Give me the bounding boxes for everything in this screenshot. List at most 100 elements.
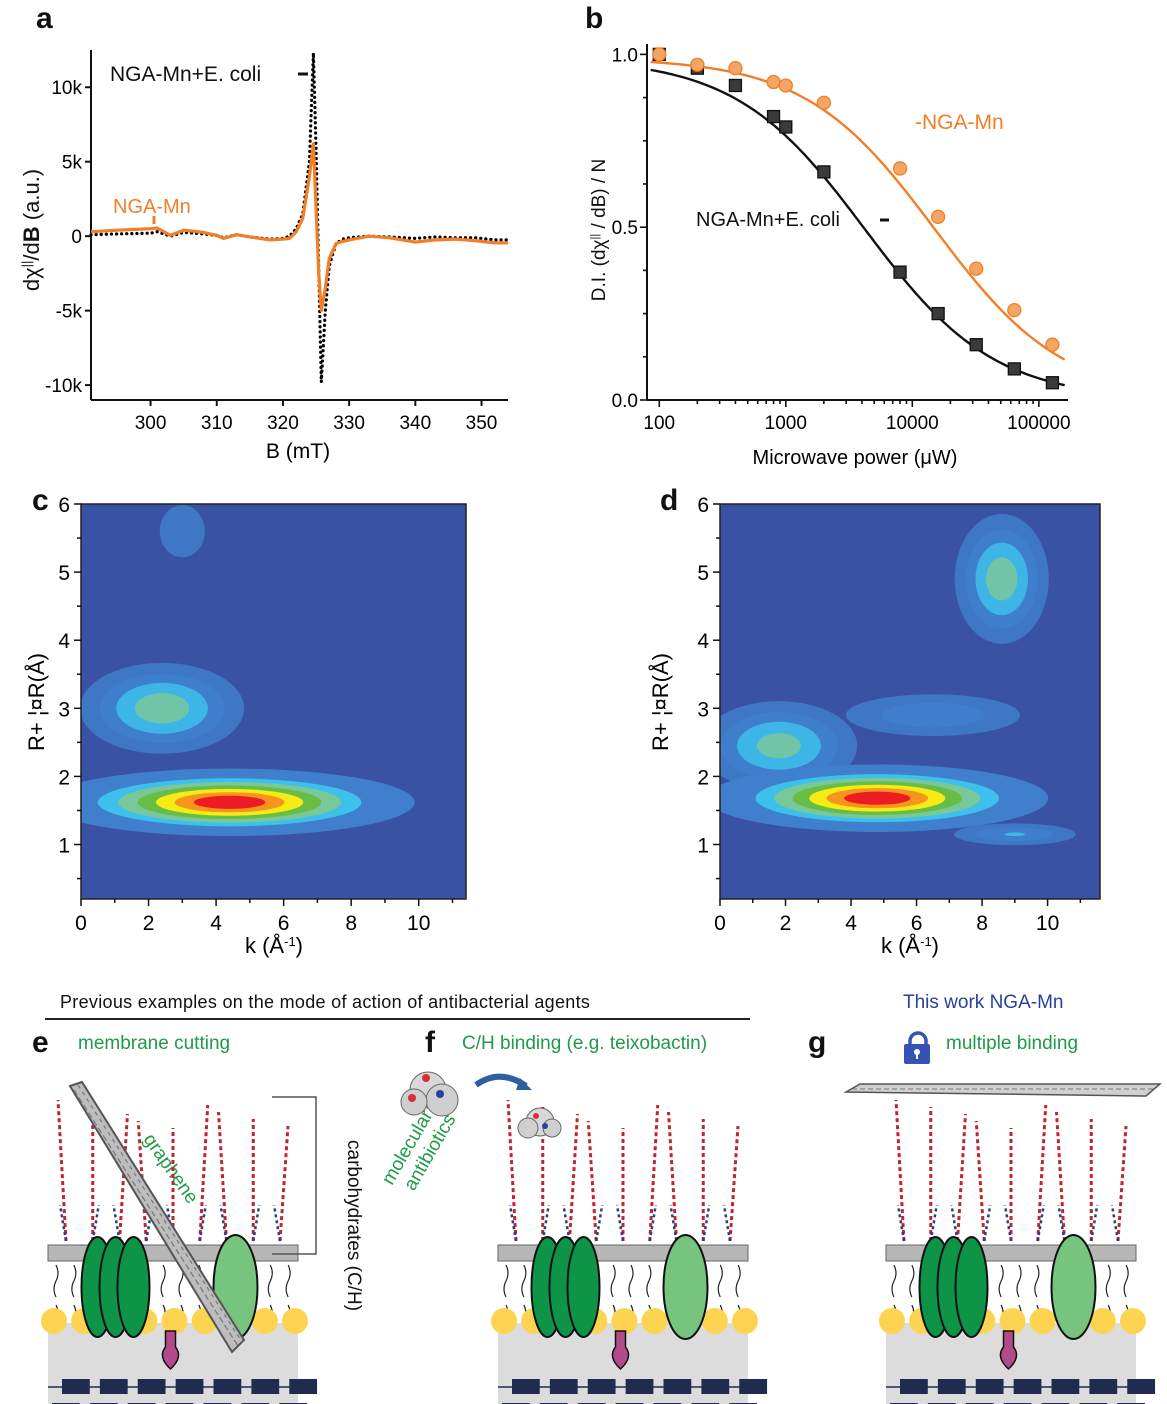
membrane-g-porin-protein bbox=[954, 1236, 989, 1338]
chart-c-contour bbox=[159, 505, 205, 558]
membrane-g-carbohydrate-chain bbox=[894, 1099, 906, 1242]
membrane-g-peptidoglycan-block bbox=[975, 1379, 1004, 1394]
membrane-f-lipid-tail bbox=[521, 1264, 527, 1298]
chart-a-x-tick-label: 300 bbox=[135, 413, 167, 434]
chart-a-y-tick-label: -10k bbox=[45, 376, 82, 397]
chart-d-x-tick-label: 0 bbox=[714, 912, 726, 935]
membrane-f-peptidoglycan-block bbox=[587, 1379, 616, 1394]
chart-b-saturation: 100 1000 10000 100000 0.0 0.5 1.0 Microwave po… bbox=[612, 44, 1071, 469]
membrane-e-chain-base bbox=[58, 1204, 68, 1242]
chart-c-y-tick-label: 6 bbox=[58, 494, 70, 517]
membrane-f-lipid-head bbox=[611, 1308, 638, 1334]
chart-d-heatmap bbox=[720, 504, 1100, 899]
membrane-g-chain-base bbox=[1057, 1204, 1066, 1242]
membrane-f-lipid-tail bbox=[646, 1264, 652, 1298]
membrane-g-carbohydrate-chain bbox=[1055, 1111, 1066, 1242]
membrane-f-lipid-tail bbox=[628, 1264, 634, 1298]
membrane-e-lipid-head bbox=[41, 1308, 67, 1334]
chart-c-frame bbox=[80, 503, 467, 900]
panel-label-b: b bbox=[585, 2, 604, 35]
chart-b-fit-line-ecoli bbox=[650, 68, 1065, 387]
chart-b-legend-ecoli: NGA-Mn+E. coli bbox=[696, 209, 840, 231]
membrane-g-peptidoglycan-block bbox=[1013, 1379, 1042, 1394]
schematic-header-rule bbox=[45, 1018, 750, 1020]
membrane-e-chain-base bbox=[272, 1204, 282, 1242]
membrane-e-peptidoglycan-block bbox=[213, 1379, 242, 1394]
chart-c-x-tick-label: 10 bbox=[407, 912, 430, 935]
membrane-g-lipid-head bbox=[1119, 1308, 1146, 1334]
chart-b-point-ngamn bbox=[930, 209, 946, 224]
chart-c-heatmap bbox=[81, 504, 466, 899]
chart-d-x-tick-label: 2 bbox=[780, 912, 792, 935]
membrane-e-chain-base bbox=[91, 1204, 100, 1242]
chart-d-x-axis-label: k (Å-1) bbox=[881, 933, 939, 958]
chart-c-x-tick-label: 8 bbox=[345, 912, 357, 935]
membrane-e-carbohydrate-chain bbox=[56, 1099, 68, 1242]
panel-e-title: membrane cutting bbox=[78, 1033, 231, 1054]
chart-d-y-tick-label: 1 bbox=[697, 835, 709, 858]
membrane-g-peptidoglycan-block bbox=[1089, 1379, 1118, 1394]
chart-b-x-tick-label: 10000 bbox=[886, 413, 939, 434]
chart-d-contour bbox=[986, 557, 1018, 601]
membrane-g-chain-base bbox=[1003, 1204, 1013, 1242]
membrane-e-peptidoglycan-block bbox=[251, 1379, 280, 1394]
membrane-e-peptidoglycan-block bbox=[99, 1379, 128, 1394]
chart-c-x-tick-label: 2 bbox=[143, 912, 155, 935]
membrane-f-chain-base bbox=[669, 1204, 678, 1242]
membrane-f-chain-base bbox=[722, 1204, 732, 1242]
membrane-f-lipid-head bbox=[491, 1308, 517, 1334]
chart-a-x-tick-label: 340 bbox=[399, 413, 431, 434]
membrane-f-chain-base bbox=[648, 1204, 657, 1242]
chart-d-y-tick-label: 3 bbox=[697, 698, 709, 721]
panel-f-title: C/H binding (e.g. teixobactin) bbox=[462, 1033, 708, 1054]
chart-a-x-tick-label: 310 bbox=[201, 413, 233, 434]
membrane-f-carbohydrate-chain bbox=[568, 1113, 579, 1242]
membrane-g-peptidoglycan-block bbox=[1127, 1379, 1156, 1394]
mode-of-action-schematic bbox=[41, 1031, 1163, 1404]
chart-d-y-tick-label: 2 bbox=[697, 766, 709, 789]
chart-b-x-tick-label: 1000 bbox=[765, 413, 807, 434]
chart-a-y-axis-label-wrap: dχ||/dB (a.u.) bbox=[2, 80, 62, 380]
chart-d-x-tick-label: 4 bbox=[845, 912, 857, 935]
chart-b-y-tick-label: 1.0 bbox=[612, 45, 638, 66]
membrane-g-lipid-head bbox=[1089, 1308, 1116, 1334]
chart-b-legend-ngamn: -NGA-Mn bbox=[915, 111, 1004, 134]
chart-d-frame bbox=[719, 503, 1101, 900]
membrane-e-carbohydrate-chain bbox=[136, 1120, 148, 1242]
membrane-f-carbohydrate-chain bbox=[728, 1125, 740, 1242]
membrane-f-carbohydrate-chain bbox=[667, 1111, 678, 1242]
chart-a-x-tick-label: 330 bbox=[333, 413, 365, 434]
nga-mn-sheet bbox=[843, 1083, 1163, 1097]
membrane-f-peptidoglycan-block bbox=[663, 1379, 692, 1394]
panel-label-e: e bbox=[32, 1026, 49, 1059]
membrane-f-chain-base bbox=[615, 1204, 625, 1242]
chart-c-y-axis-label: R+ ¦¤R(Å) bbox=[24, 653, 49, 751]
membrane-f-lipoprotein bbox=[611, 1330, 630, 1371]
membrane-g-lipid-tail bbox=[909, 1264, 915, 1298]
chart-b-point-ngamn bbox=[690, 57, 705, 72]
membrane-g-chain-base bbox=[983, 1204, 992, 1242]
chart-b-point-ecoli bbox=[728, 78, 743, 93]
chart-b-y-axis-label-wrap: D.I. (dχ|| / dB) / N bbox=[575, 80, 625, 380]
panel-g-title: multiple binding bbox=[946, 1033, 1079, 1054]
membrane-g-carbohydrate-chain bbox=[1036, 1104, 1048, 1242]
membrane-f-lipid-head bbox=[641, 1308, 668, 1334]
chart-a-y-tick-label: -5k bbox=[56, 302, 83, 323]
panel-g-headline: This work NGA-Mn bbox=[903, 992, 1064, 1013]
chart-a-series-ngamn-line bbox=[90, 142, 508, 313]
panel-label-f: f bbox=[425, 1026, 435, 1059]
membrane-g-chain-base bbox=[1036, 1204, 1045, 1242]
membrane-g-lipid-head bbox=[1029, 1308, 1056, 1334]
chart-b-point-ngamn bbox=[766, 74, 781, 90]
chart-a-y-tick-label: 5k bbox=[62, 153, 83, 174]
chart-b-point-ngamn bbox=[1007, 302, 1022, 318]
chart-a-series bbox=[89, 52, 510, 383]
membrane-e-peptidoglycan-block bbox=[62, 1379, 90, 1394]
membrane-e-chain-base bbox=[112, 1204, 121, 1242]
chart-d-y-tick-label: 6 bbox=[697, 494, 709, 517]
chart-b-point-ecoli bbox=[817, 165, 831, 179]
chart-c-y-tick-label: 2 bbox=[58, 766, 70, 789]
membrane-g-peptidoglycan-block bbox=[900, 1379, 928, 1394]
chart-c-x-tick-label: 6 bbox=[278, 912, 290, 935]
